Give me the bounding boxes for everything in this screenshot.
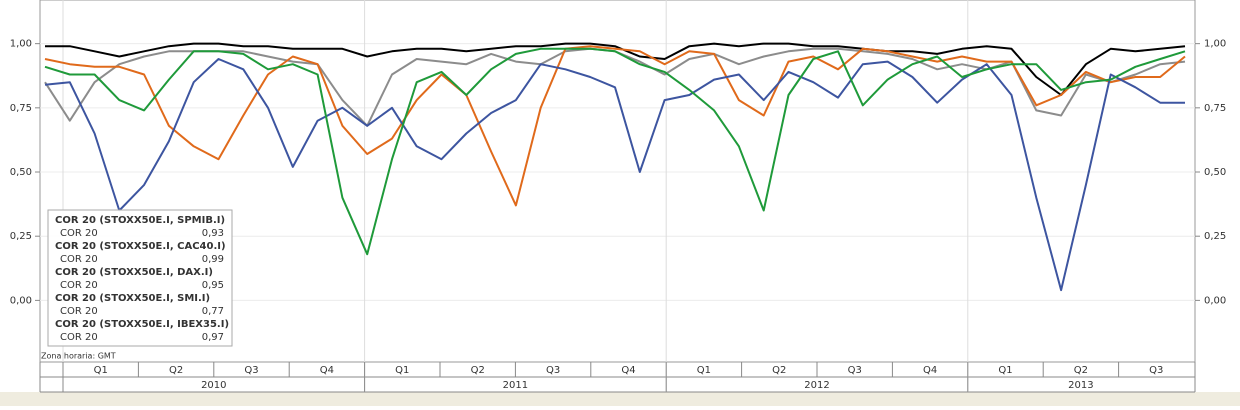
x-quarter-label: Q3	[1149, 365, 1163, 376]
x-quarter-label: Q4	[621, 365, 635, 376]
timezone-note: Zona horaria: GMT	[41, 352, 116, 361]
y-tick-label: 1,00	[10, 39, 32, 50]
legend-name: COR 20 (STOXX50E.I, CAC40.I)	[55, 241, 226, 252]
x-year-label: 2010	[201, 380, 226, 391]
x-quarter-label: Q1	[395, 365, 409, 376]
legend-name: COR 20 (STOXX50E.I, DAX.I)	[55, 267, 213, 278]
legend-sub: COR 20	[60, 280, 98, 291]
x-quarter-label: Q2	[471, 365, 485, 376]
x-year-label: 2011	[503, 380, 528, 391]
legend-value: 0,95	[202, 280, 224, 291]
y-tick-label: 0,00	[10, 295, 32, 306]
legend-value: 0,77	[202, 306, 224, 317]
x-quarter-label: Q3	[546, 365, 560, 376]
y-tick-label: 0,75	[10, 103, 32, 114]
series-line	[44, 47, 1186, 256]
legend-sub: COR 20	[60, 228, 98, 239]
x-year-label: 2012	[804, 380, 829, 391]
y-tick-label: 0,00	[1204, 295, 1226, 306]
legend-name: COR 20 (STOXX50E.I, SMI.I)	[55, 293, 210, 304]
legend-sub: COR 20	[60, 306, 98, 317]
x-quarter-label: Q2	[169, 365, 183, 376]
legend-sub: COR 20	[60, 254, 98, 265]
x-quarter-label: Q2	[772, 365, 786, 376]
x-quarter-label: Q4	[320, 365, 334, 376]
x-quarter-label: Q1	[94, 365, 108, 376]
x-quarter-label: Q4	[923, 365, 937, 376]
x-quarter-label: Q1	[697, 365, 711, 376]
y-tick-label: 1,00	[1204, 39, 1226, 50]
legend-value: 0,99	[202, 254, 224, 265]
x-year-label: 2013	[1068, 380, 1093, 391]
x-quarter-label: Q3	[848, 365, 862, 376]
legend-value: 0,93	[202, 228, 224, 239]
x-quarter-label: Q1	[998, 365, 1012, 376]
series-line	[44, 45, 1186, 207]
legend-name: COR 20 (STOXX50E.I, IBEX35.I)	[55, 319, 229, 330]
y-tick-label: 0,50	[1204, 167, 1226, 178]
legend-sub: COR 20	[60, 332, 98, 343]
series-line	[44, 58, 1185, 292]
series-line	[45, 42, 1186, 96]
y-tick-label: 0,50	[10, 167, 32, 178]
legend-name: COR 20 (STOXX50E.I, SPMIB.I)	[55, 215, 225, 226]
y-tick-label: 0,25	[10, 231, 32, 242]
legend-value: 0,97	[202, 332, 224, 343]
x-quarter-label: Q2	[1074, 365, 1088, 376]
x-quarter-label: Q3	[244, 365, 258, 376]
legend-box	[47, 209, 233, 347]
footer-band	[0, 392, 1240, 406]
y-tick-label: 0,25	[1204, 231, 1226, 242]
y-tick-label: 0,75	[1204, 103, 1226, 114]
